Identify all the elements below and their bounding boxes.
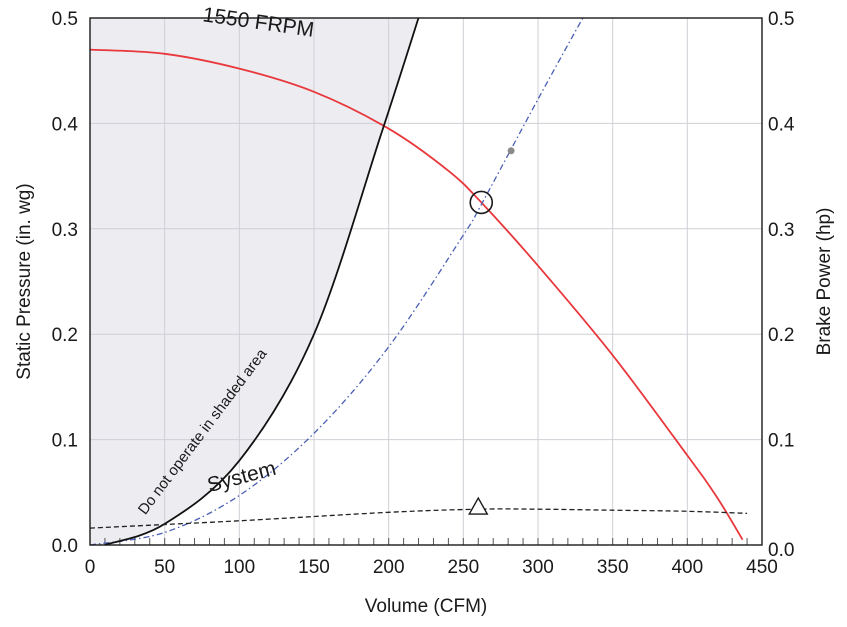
x-tick-label: 200 bbox=[373, 557, 405, 578]
y2-tick-label: 0.4 bbox=[768, 114, 795, 135]
y2-axis-title: Brake Power (hp) bbox=[814, 208, 835, 356]
x-tick-label: 50 bbox=[154, 557, 175, 578]
x-tick-label: 350 bbox=[597, 557, 629, 578]
x-tick-label: 100 bbox=[223, 557, 255, 578]
y-tick-label: 0.1 bbox=[52, 431, 78, 452]
shaded-region bbox=[90, 18, 419, 545]
y-tick-label: 0.3 bbox=[52, 220, 78, 241]
y-tick-label: 0.4 bbox=[52, 114, 79, 135]
x-tick-label: 0 bbox=[85, 557, 96, 578]
y-tick-label: 0.0 bbox=[52, 536, 78, 557]
operating-point-marker bbox=[469, 190, 494, 215]
power-point-marker bbox=[468, 496, 489, 515]
brake-power-line bbox=[89, 508, 748, 529]
x-tick-label: 400 bbox=[671, 557, 703, 578]
fan-curve-line bbox=[89, 48, 744, 541]
x-axis-title: Volume (CFM) bbox=[365, 596, 487, 617]
marker-layer bbox=[468, 147, 515, 515]
y2-tick-label: 0.0 bbox=[768, 540, 794, 561]
shaded-region-layer bbox=[90, 18, 419, 545]
y-tick-label: 0.5 bbox=[52, 9, 78, 30]
y-tick-label: 0.2 bbox=[52, 325, 78, 346]
y-axis-title: Static Pressure (in. wg) bbox=[14, 183, 35, 379]
small-dot-marker bbox=[507, 147, 515, 155]
x-tick-label: 450 bbox=[746, 557, 778, 578]
y2-tick-label: 0.5 bbox=[768, 9, 794, 30]
axis-layer: 0 50 100 150 200 250 300 350 400 4500.00.10.20.30… bbox=[52, 9, 795, 578]
x-tick-label: 250 bbox=[447, 557, 479, 578]
y2-tick-label: 0.1 bbox=[768, 431, 794, 452]
plot-frame bbox=[89, 17, 763, 546]
y2-tick-label: 0.2 bbox=[768, 325, 794, 346]
system-curve-line bbox=[89, 17, 584, 546]
x-tick-label: 300 bbox=[522, 557, 554, 578]
y2-tick-label: 0.3 bbox=[768, 220, 794, 241]
x-tick-label: 150 bbox=[298, 557, 330, 578]
